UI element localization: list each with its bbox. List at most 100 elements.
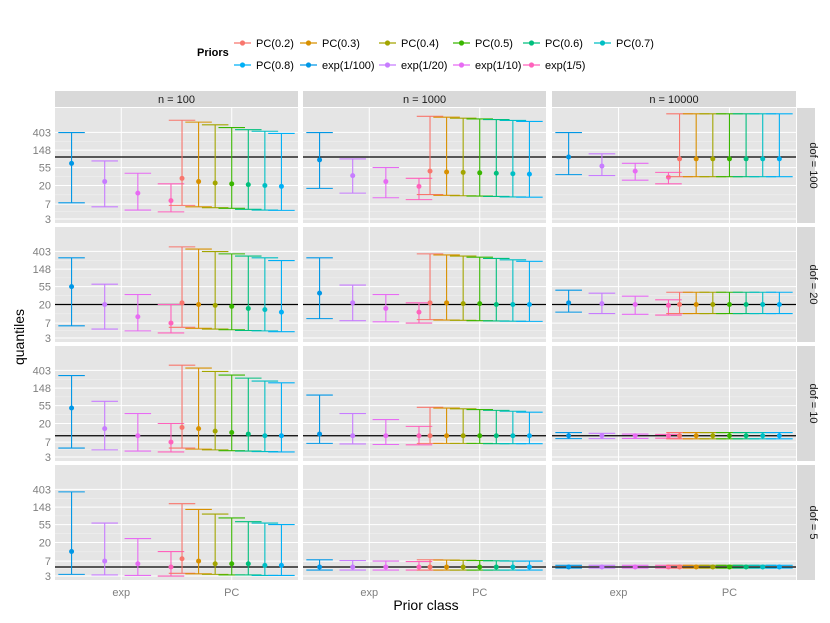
panel-background xyxy=(552,346,796,461)
error-bar-median-point xyxy=(350,564,356,570)
error-bar-exp-1-100 xyxy=(58,131,85,204)
error-bar-exp-1-5 xyxy=(405,177,433,201)
y-tick-label: 148 xyxy=(33,145,51,157)
x-tick-label: exp xyxy=(112,587,130,599)
error-bar-exp-1-10 xyxy=(621,295,649,315)
legend-key-pc-0-8: PC(0.8) xyxy=(234,60,294,72)
error-bar-pc-0-6 xyxy=(235,255,262,332)
legend-swatch-point xyxy=(384,40,391,46)
panel-dof-100-n-1000 xyxy=(303,108,546,223)
error-bar-median-point xyxy=(760,302,766,308)
legend-swatch-point xyxy=(305,40,312,46)
error-bar-median-point xyxy=(229,430,235,436)
error-bar-pc-0-6 xyxy=(235,521,262,576)
error-bar-median-point xyxy=(743,302,749,308)
y-tick-label: 20 xyxy=(39,181,51,193)
error-bar-median-point xyxy=(196,302,202,308)
error-bar-median-point xyxy=(665,302,671,308)
error-bar-median-point xyxy=(444,433,450,439)
error-bar-exp-1-5 xyxy=(405,425,433,446)
error-bar-median-point xyxy=(776,156,782,162)
error-bar-pc-0-4 xyxy=(201,124,229,209)
error-bar-median-point xyxy=(416,183,422,189)
x-tick-label: PC xyxy=(472,587,487,599)
y-tick-label: 3 xyxy=(45,452,51,464)
error-bar-median-point xyxy=(677,564,683,570)
error-bar-median-point xyxy=(693,302,699,308)
error-bar-median-point xyxy=(245,561,251,567)
error-bar-median-point xyxy=(677,302,683,308)
error-bar-median-point xyxy=(526,171,532,177)
error-bar-exp-1-100 xyxy=(555,564,582,570)
panel-dof-20-n-10000 xyxy=(552,227,796,342)
error-bar-median-point xyxy=(566,300,572,306)
error-bar-median-point xyxy=(168,198,174,204)
error-bar-median-point xyxy=(632,168,638,174)
error-bar-pc-0-5 xyxy=(218,126,245,209)
error-bar-exp-1-10 xyxy=(621,433,649,439)
facet-strip-bg xyxy=(552,91,796,107)
error-bar-pc-0-2 xyxy=(416,115,444,196)
y-tick-label: 3 xyxy=(45,214,51,226)
legend-swatch-point xyxy=(239,62,246,68)
error-bar-pc-0-4 xyxy=(449,255,477,321)
error-bar-median-point xyxy=(477,170,483,176)
legend-key-pc-0-2: PC(0.2) xyxy=(234,38,294,50)
facet-strip-bg xyxy=(797,346,815,461)
y-tick-label: 148 xyxy=(33,264,51,276)
error-bar-median-point xyxy=(444,300,450,306)
error-bar-exp-1-10 xyxy=(372,560,400,571)
error-bar-exp-1-100 xyxy=(555,131,582,176)
legend-label: PC(0.6) xyxy=(545,38,583,50)
error-bar-pc-0-8 xyxy=(766,113,793,178)
facet-strip-bg xyxy=(797,465,815,580)
error-bar-median-point xyxy=(726,433,732,439)
error-bar-median-point xyxy=(760,564,766,570)
error-bar-median-point xyxy=(526,433,532,439)
error-bar-exp-1-100 xyxy=(555,431,582,440)
error-bar-median-point xyxy=(493,302,499,308)
error-bar-median-point xyxy=(743,156,749,162)
error-bar-median-point xyxy=(710,156,716,162)
error-bar-exp-1-100 xyxy=(306,131,333,189)
error-bar-median-point xyxy=(69,284,75,290)
error-bar-exp-1-10 xyxy=(124,538,152,577)
error-bar-median-point xyxy=(460,433,466,439)
y-axis-title: quantiles xyxy=(11,309,27,365)
facet-strip-dof-100: dof = 100 xyxy=(797,108,819,223)
error-bar-median-point xyxy=(566,154,572,160)
facet-strip-label: dof = 100 xyxy=(807,142,819,188)
error-bar-median-point xyxy=(196,179,202,185)
facet-strip-bg xyxy=(797,108,815,223)
error-bar-exp-1-100 xyxy=(555,289,582,313)
x-tick-label: exp xyxy=(610,587,628,599)
y-tick-label: 403 xyxy=(33,484,51,496)
legend-label: PC(0.8) xyxy=(256,60,294,72)
y-tick-label: 55 xyxy=(39,163,51,175)
error-bar-median-point xyxy=(510,433,516,439)
error-bar-median-point xyxy=(317,431,323,437)
error-bar-median-point xyxy=(212,428,218,434)
error-bar-median-point xyxy=(743,433,749,439)
legend-label: exp(1/20) xyxy=(401,60,447,72)
error-bar-median-point xyxy=(427,564,433,570)
legend-swatch-point xyxy=(458,40,465,46)
error-bar-median-point xyxy=(69,160,75,166)
y-tick-label: 20 xyxy=(39,419,51,431)
error-bar-pc-0-2 xyxy=(416,406,444,444)
y-tick-label: 7 xyxy=(45,318,51,330)
error-bar-median-point xyxy=(102,426,108,432)
error-bar-median-point xyxy=(245,182,251,188)
error-bar-exp-1-10 xyxy=(124,294,152,332)
error-bar-pc-0-4 xyxy=(201,370,229,451)
error-bar-median-point xyxy=(317,290,323,296)
error-bar-pc-0-5 xyxy=(218,374,245,452)
error-bar-pc-0-3 xyxy=(185,121,212,208)
panel-dof-20-n-1000 xyxy=(303,227,546,342)
error-bar-median-point xyxy=(599,163,605,169)
error-bar-median-point xyxy=(693,433,699,439)
error-bar-exp-1-5 xyxy=(157,550,185,577)
error-bar-median-point xyxy=(427,300,433,306)
legend-label: exp(1/10) xyxy=(475,60,521,72)
